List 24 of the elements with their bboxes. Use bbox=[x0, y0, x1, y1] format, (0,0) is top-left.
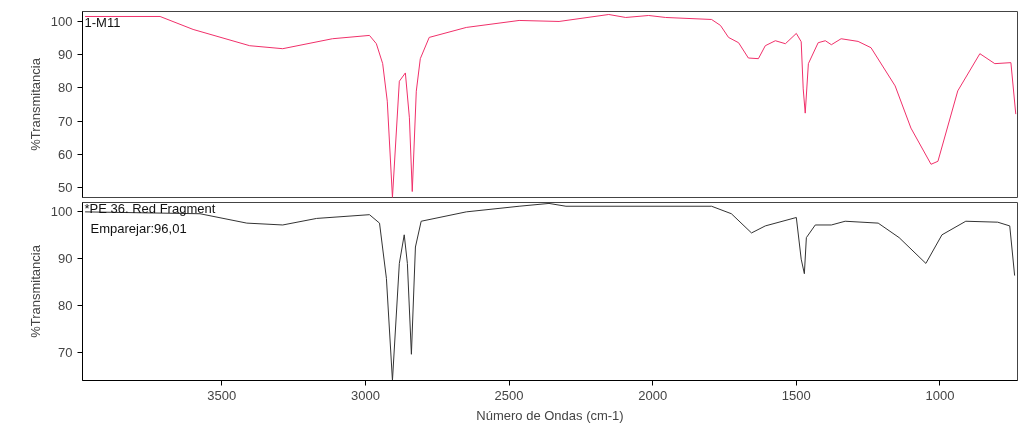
x-tick-label: 1000 bbox=[925, 387, 955, 403]
y-tick-label: 60 bbox=[58, 146, 73, 162]
y-tick-label: 90 bbox=[58, 251, 73, 267]
x-tick-label: 3000 bbox=[350, 387, 380, 403]
y-tick-label: 100 bbox=[50, 204, 73, 220]
y-tick-label: 90 bbox=[58, 47, 73, 63]
y-axis-title: %Transmitancia bbox=[27, 57, 43, 151]
y-axis-title: %Transmitancia bbox=[27, 244, 43, 338]
y-tick-label: 80 bbox=[58, 298, 73, 314]
y-tick-label: 100 bbox=[50, 13, 73, 29]
y-tick-label: 80 bbox=[58, 80, 73, 96]
x-tick-label: 3500 bbox=[207, 387, 237, 403]
annotation: Emparejar:96,01 bbox=[90, 220, 187, 236]
y-tick-label: 70 bbox=[58, 344, 73, 360]
annotation: *PE 36. Red Fragment bbox=[84, 200, 216, 216]
x-tick-label: 1500 bbox=[781, 387, 811, 403]
x-tick-label: 2000 bbox=[638, 387, 668, 403]
x-axis-title: Número de Ondas (cm-1) bbox=[476, 407, 624, 423]
line-series bbox=[84, 202, 1016, 381]
line-series bbox=[84, 13, 1017, 198]
x-tick-label: 2500 bbox=[494, 387, 524, 403]
annotation: 1-M11 bbox=[84, 14, 121, 30]
y-tick-label: 50 bbox=[58, 180, 73, 196]
y-tick-label: 70 bbox=[58, 113, 73, 129]
